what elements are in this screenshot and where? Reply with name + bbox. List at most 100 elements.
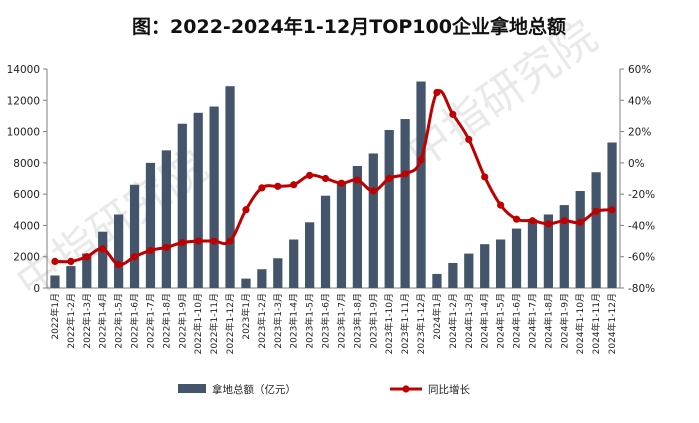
left-y-tick-label: 4000	[13, 220, 40, 232]
bar	[273, 258, 283, 288]
right-y-tick-label: 0%	[628, 158, 645, 170]
right-y-tick-label: 20%	[628, 127, 651, 139]
growth-point	[433, 88, 441, 97]
x-tick-label: 2022年1-8月	[160, 293, 172, 349]
growth-point	[130, 253, 139, 261]
x-tick-label: 2024年1-2月	[447, 293, 459, 349]
growth-point	[417, 156, 425, 164]
left-y-tick-label: 6000	[13, 189, 40, 201]
right-y-tick-label: -60%	[628, 252, 655, 264]
growth-point	[83, 253, 91, 261]
growth-point	[274, 182, 282, 190]
bar	[480, 244, 490, 288]
x-tick-label: 2022年1-2月	[65, 293, 77, 349]
line-series	[51, 88, 616, 269]
bar	[352, 165, 362, 288]
bar	[511, 228, 522, 288]
growth-point	[512, 215, 521, 223]
growth-point	[481, 173, 489, 181]
x-tick-label: 2022年1-7月	[144, 293, 156, 349]
x-tick-label: 2024年1-7月	[526, 293, 538, 349]
growth-point	[178, 239, 186, 247]
x-tick-label: 2023年1-3月	[272, 293, 284, 349]
growth-point	[194, 237, 202, 245]
growth-point	[576, 218, 584, 226]
right-y-tick-label: -40%	[628, 220, 655, 232]
x-tick-label: 2023年1-4月	[288, 293, 300, 349]
x-tick-label: 2022年1-9月	[176, 293, 188, 349]
growth-point	[465, 135, 473, 143]
left-y-tick-label: 12000	[7, 95, 40, 107]
bar	[464, 253, 474, 288]
bar	[400, 119, 410, 288]
x-tick-label: 2024年1-11月	[590, 293, 602, 354]
bar	[66, 266, 76, 288]
x-tick-label: 2024年1-6月	[511, 293, 523, 349]
left-y-tick-label: 14000	[7, 64, 40, 76]
bar	[320, 195, 331, 288]
x-tick-label: 2024年1-9月	[558, 293, 570, 349]
chart-title: 图：2022-2024年1-12月TOP100企业拿地总额	[132, 15, 566, 38]
bar	[575, 191, 585, 288]
x-tick-label: 2022年1-6月	[129, 293, 141, 349]
legend-label-bar: 拿地总额（亿元）	[212, 383, 296, 396]
bar	[368, 153, 378, 288]
bar	[177, 123, 187, 288]
growth-point	[608, 206, 616, 214]
growth-point	[497, 201, 505, 209]
bar	[432, 273, 442, 288]
growth-point	[592, 207, 600, 215]
bar	[129, 184, 140, 288]
x-tick-label: 2024年1月	[431, 293, 443, 340]
x-tick-label: 2022年1-11月	[208, 293, 220, 354]
growth-point	[337, 179, 346, 187]
growth-point	[290, 181, 298, 189]
growth-point	[306, 171, 314, 179]
growth-point	[258, 184, 266, 192]
growth-point	[401, 170, 409, 178]
growth-point	[369, 187, 377, 195]
growth-point	[242, 206, 250, 214]
bar	[305, 222, 315, 288]
growth-point	[51, 257, 59, 266]
x-axis-ticks: 2022年1月 2022年1-2月 2022年1-3月 2022年1-4月 2022年1…	[49, 293, 618, 354]
bar	[559, 205, 569, 288]
x-tick-label: 2023年1-6月	[320, 293, 332, 349]
bar	[257, 269, 267, 288]
legend: 拿地总额（亿元） 同比增长	[178, 383, 470, 396]
x-tick-label: 2022年1-12月	[224, 293, 236, 354]
bar	[496, 239, 506, 288]
growth-point	[162, 243, 170, 251]
bar-series	[50, 81, 617, 289]
x-tick-label: 2022年1-5月	[113, 293, 125, 349]
growth-point	[560, 217, 568, 225]
x-tick-label: 2023年1-5月	[304, 293, 316, 349]
legend-bar-swatch	[178, 384, 206, 393]
bar	[225, 86, 235, 288]
bar	[145, 162, 156, 288]
x-tick-label: 2023年1-2月	[256, 293, 268, 349]
legend-line-marker	[402, 385, 410, 393]
x-tick-label: 2022年1-10月	[192, 293, 204, 354]
x-tick-label: 2024年1-8月	[542, 293, 554, 349]
growth-point	[210, 237, 218, 245]
x-tick-label: 2023年1-9月	[367, 293, 379, 349]
left-y-tick-label: 2000	[13, 252, 40, 264]
x-tick-label: 2022年1-4月	[97, 293, 109, 349]
bar	[527, 219, 538, 288]
bar	[114, 214, 124, 288]
right-y-tick-label: 40%	[628, 95, 651, 107]
right-y-tick-label: 60%	[628, 64, 651, 76]
bar	[448, 262, 458, 288]
bar	[82, 253, 92, 288]
right-y-tick-label: -80%	[628, 283, 655, 295]
growth-point	[146, 246, 155, 255]
x-tick-label: 2023年1-8月	[351, 293, 363, 349]
bar	[193, 112, 203, 288]
x-tick-label: 2023年1-7月	[335, 293, 347, 349]
bar	[241, 278, 251, 288]
bar	[50, 275, 60, 288]
bar	[591, 172, 601, 288]
x-tick-label: 2023年1-12月	[415, 293, 427, 354]
